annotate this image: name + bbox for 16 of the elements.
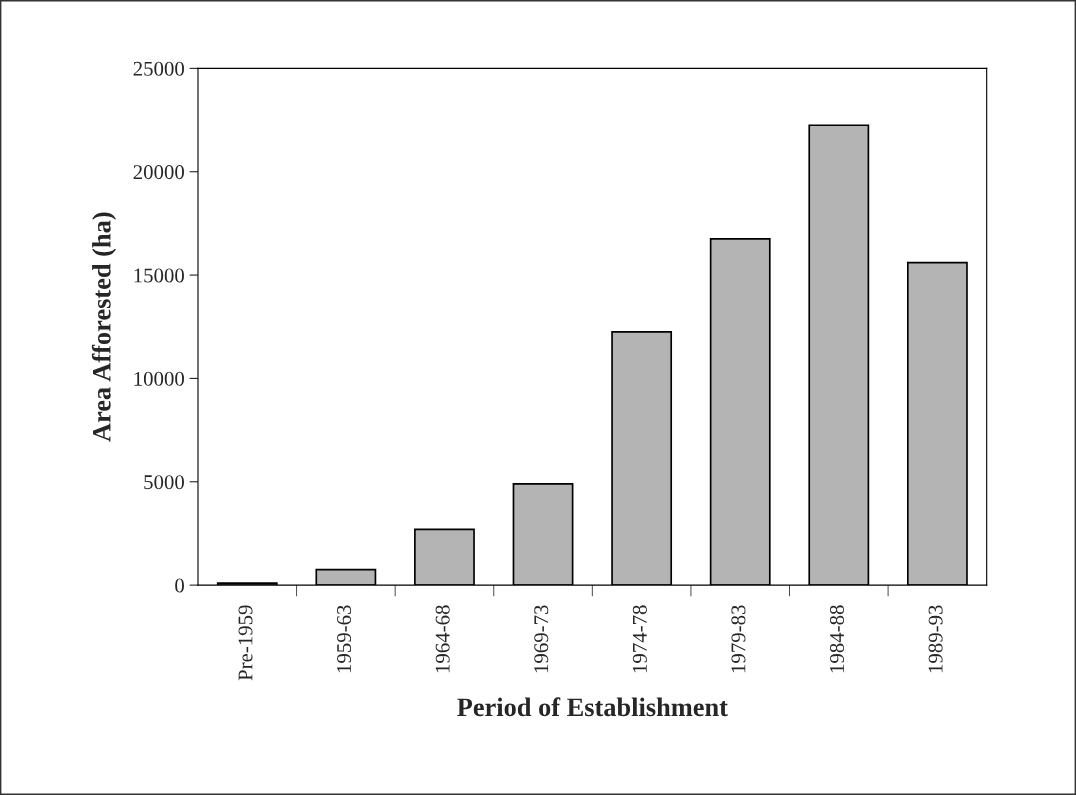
x-tick-label: Pre-1959 xyxy=(238,605,253,681)
y-tick-label: 25000 xyxy=(133,61,184,76)
y-tick-label: 15000 xyxy=(134,268,184,283)
x-tick-label: 1969-73 xyxy=(534,605,549,673)
y-tick-label: 5000 xyxy=(144,475,184,490)
x-axis-title: Period of Establishment xyxy=(457,697,728,717)
x-tick-label: 1989-93 xyxy=(928,605,943,673)
x-tick-label: 1964-68 xyxy=(435,605,450,673)
x-tick-label: 1979-83 xyxy=(731,605,746,673)
x-tick-label: 1984-88 xyxy=(829,605,845,673)
y-tick-label: 10000 xyxy=(134,371,184,386)
y-tick-label: 20000 xyxy=(133,165,184,180)
y-tick-label: 0 xyxy=(175,578,184,593)
x-tick-label: 1959-63 xyxy=(337,605,352,673)
x-tick-label: 1974-78 xyxy=(632,605,647,673)
y-axis-title: Area Afforested (ha) xyxy=(91,212,117,442)
